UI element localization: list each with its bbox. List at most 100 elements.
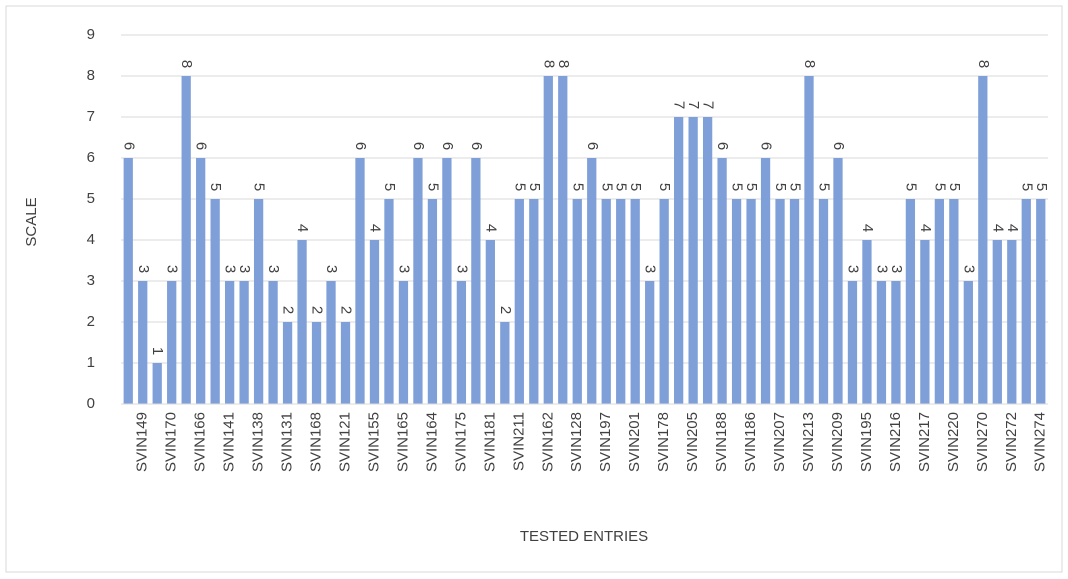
y-axis-title: SCALE: [23, 197, 40, 246]
bar: [674, 117, 684, 404]
data-label: 5: [613, 183, 630, 191]
data-label: 7: [700, 101, 717, 109]
data-label: 6: [584, 142, 601, 150]
x-tick-label: SVIN141: [221, 412, 238, 472]
data-label: 5: [511, 183, 528, 191]
bar: [543, 76, 553, 404]
x-tick-label: SVIN197: [597, 412, 614, 472]
bar: [485, 240, 495, 404]
bar: [297, 240, 307, 404]
y-tick-label: 9: [87, 26, 95, 43]
x-tick-label: SVIN138: [250, 412, 267, 472]
data-label: 5: [729, 183, 746, 191]
bar: [500, 322, 510, 404]
bar: [282, 322, 293, 404]
bar: [224, 281, 235, 404]
bar: [587, 158, 597, 404]
data-label: 5: [1018, 183, 1035, 191]
x-tick-label: SVIN211: [510, 412, 527, 471]
bar: [630, 199, 640, 404]
bar: [702, 117, 713, 404]
data-label: 3: [236, 265, 253, 273]
bar: [934, 199, 945, 404]
data-label: 4: [482, 224, 499, 232]
bar: [210, 199, 220, 404]
y-tick-label: 1: [87, 354, 95, 371]
bar: [818, 199, 829, 404]
data-label: 3: [888, 265, 905, 273]
x-tick-label: SVIN149: [134, 412, 151, 472]
bar: [978, 76, 988, 404]
data-label: 3: [960, 265, 977, 273]
data-label: 4: [1004, 224, 1021, 232]
bar: [920, 240, 930, 404]
bar: [268, 281, 278, 404]
x-tick-label: SVIN217: [916, 412, 933, 472]
data-label: 6: [439, 142, 456, 150]
y-tick-label: 4: [87, 231, 95, 248]
x-tick-label: SVIN128: [568, 412, 585, 472]
y-tick-label: 5: [87, 190, 95, 207]
x-tick-label: SVIN201: [626, 412, 643, 472]
x-tick-label: SVIN178: [655, 412, 672, 472]
bar: [123, 158, 133, 404]
bar: [1036, 199, 1046, 404]
bar: [427, 199, 438, 404]
data-label: 5: [902, 183, 919, 191]
bar: [616, 199, 626, 404]
data-label: 7: [685, 101, 702, 109]
data-label: 3: [395, 265, 412, 273]
x-tick-label: SVIN165: [394, 412, 411, 472]
x-tick-label: SVIN216: [887, 412, 904, 472]
bar: [905, 199, 916, 404]
bar: [731, 199, 742, 404]
x-tick-label: SVIN195: [858, 412, 875, 472]
data-label: 6: [714, 142, 731, 150]
bar: [876, 281, 887, 404]
data-label: 3: [222, 265, 239, 273]
bar: [384, 199, 394, 404]
x-tick-label: SVIN274: [1032, 412, 1049, 472]
data-label: 8: [540, 60, 557, 68]
data-label: 5: [946, 183, 963, 191]
data-label: 5: [743, 183, 760, 191]
bar: [949, 199, 959, 404]
y-tick-label: 7: [87, 108, 95, 125]
x-tick-label: SVIN164: [423, 412, 440, 472]
bar: [775, 199, 785, 404]
bar: [717, 158, 727, 404]
data-label: 5: [656, 183, 673, 191]
x-tick-label: SVIN209: [829, 412, 846, 472]
data-label: 3: [844, 265, 861, 273]
x-tick-label: SVIN270: [974, 412, 991, 472]
bar: [1007, 240, 1017, 404]
bar: [572, 199, 582, 404]
data-label: 1: [149, 347, 166, 355]
x-tick-label: SVIN181: [481, 412, 498, 472]
bar: [152, 363, 162, 404]
x-tick-label: SVIN188: [713, 412, 730, 472]
data-label: 4: [859, 224, 876, 232]
bar: [862, 240, 872, 404]
bar: [442, 158, 452, 404]
data-label: 5: [207, 183, 224, 191]
data-label: 5: [381, 183, 398, 191]
data-label: 8: [178, 60, 195, 68]
bar: [181, 76, 191, 404]
y-tick-label: 3: [87, 272, 95, 289]
data-label: 8: [975, 60, 992, 68]
x-axis-title: TESTED ENTRIES: [520, 528, 648, 545]
bar: [847, 281, 858, 404]
x-tick-label: SVIN168: [308, 412, 325, 472]
bar: [746, 199, 756, 404]
bar: [311, 322, 322, 404]
bar: [992, 240, 1002, 404]
bar: [529, 199, 539, 404]
data-label: 5: [931, 183, 948, 191]
x-tick-label: SVIN220: [945, 412, 962, 472]
data-label: 6: [410, 142, 427, 150]
data-label: 5: [569, 183, 586, 191]
data-label: 5: [787, 183, 804, 191]
bar: [340, 322, 351, 404]
x-tick-label: SVIN131: [279, 412, 296, 472]
